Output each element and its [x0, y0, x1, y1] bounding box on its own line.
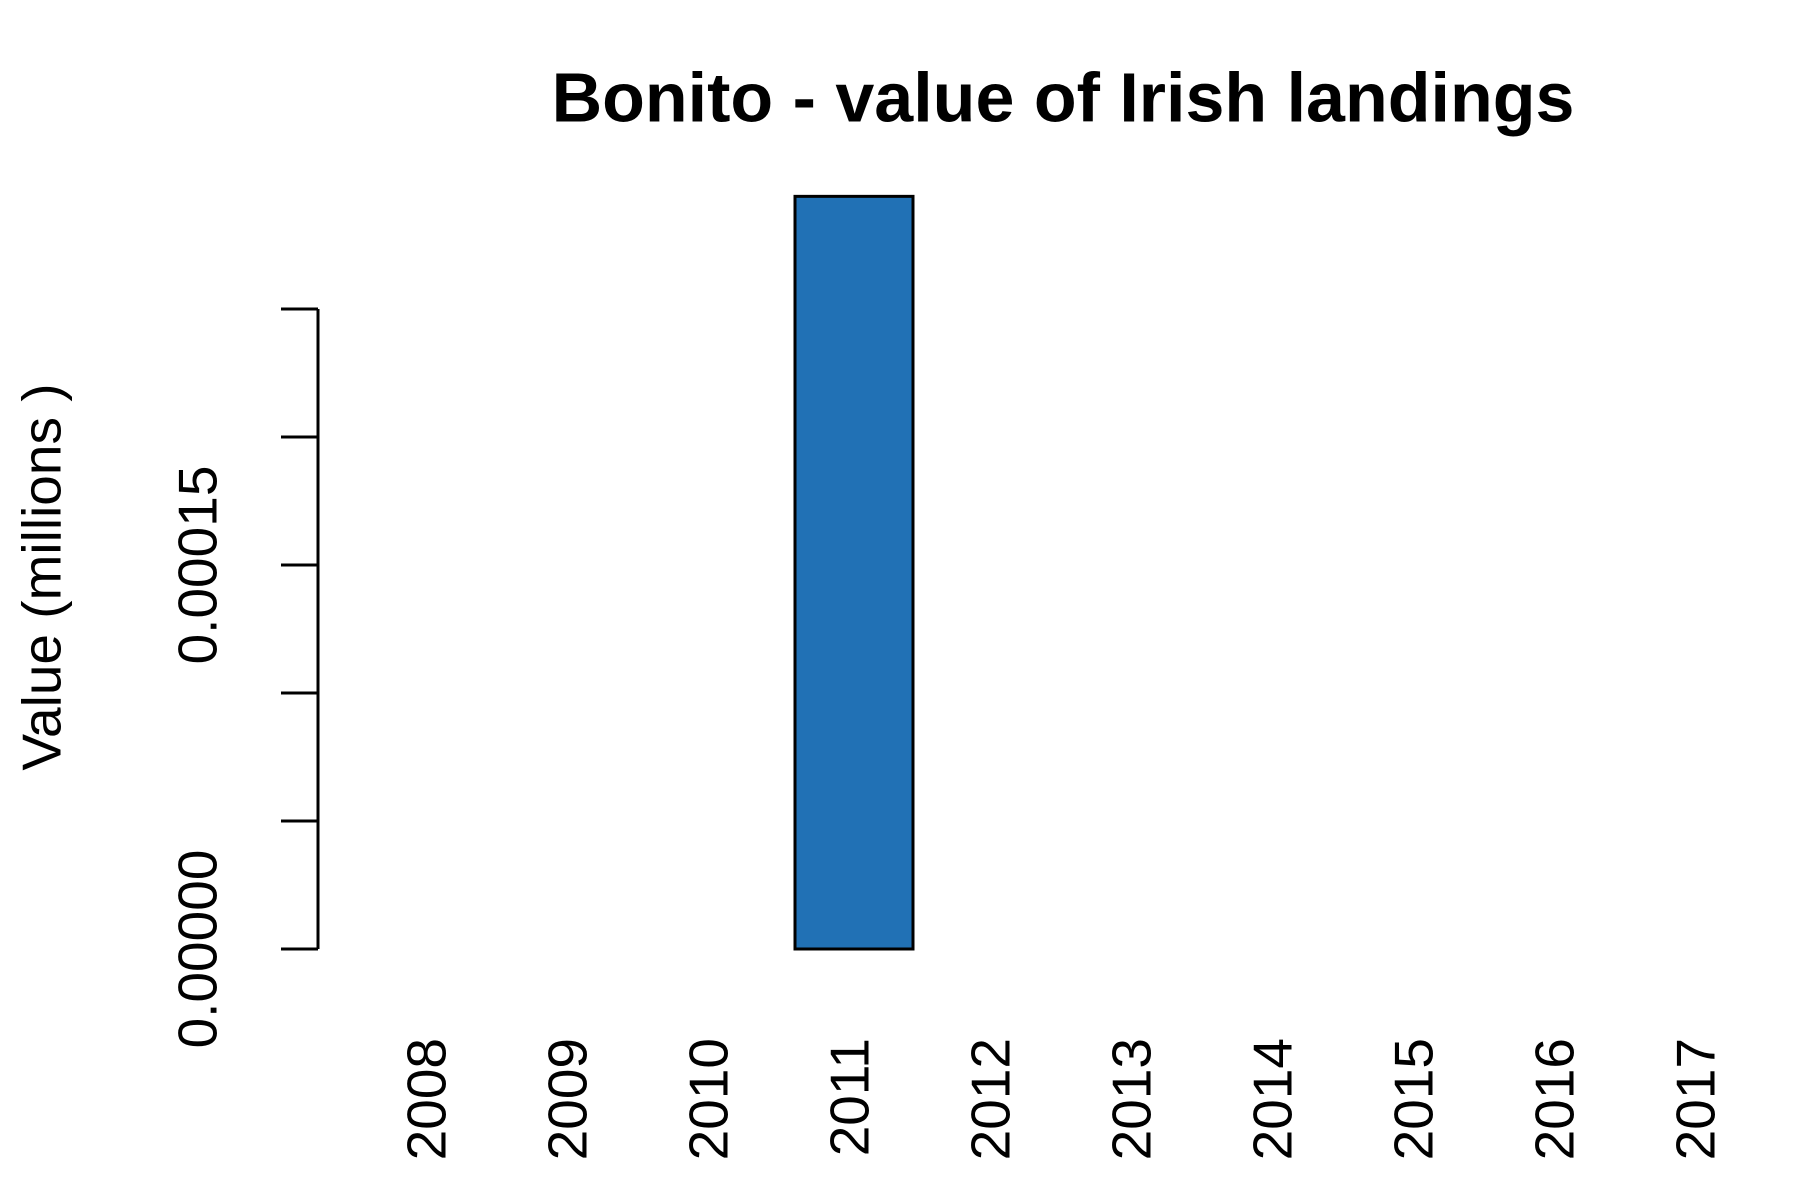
x-tick-label: 2010: [678, 1038, 740, 1160]
x-tick-label: 2015: [1383, 1038, 1445, 1160]
y-axis-title: Value (millions ): [11, 383, 73, 770]
x-tick-label: 2009: [537, 1038, 599, 1160]
y-tick-label: 0.00015: [167, 466, 229, 665]
x-tick-label: 2011: [819, 1038, 881, 1156]
x-tick-label: 2017: [1665, 1038, 1727, 1160]
x-tick-label: 2014: [1242, 1038, 1304, 1160]
chart-title: Bonito - value of Irish landings: [552, 58, 1575, 136]
bar: [793, 194, 915, 951]
x-tick-label: 2016: [1524, 1038, 1586, 1160]
x-tick-label: 2008: [396, 1038, 458, 1160]
x-tick-label: 2013: [1101, 1038, 1163, 1160]
x-tick-label: 2012: [960, 1038, 1022, 1160]
y-tick-label: 0.00000: [167, 850, 229, 1049]
